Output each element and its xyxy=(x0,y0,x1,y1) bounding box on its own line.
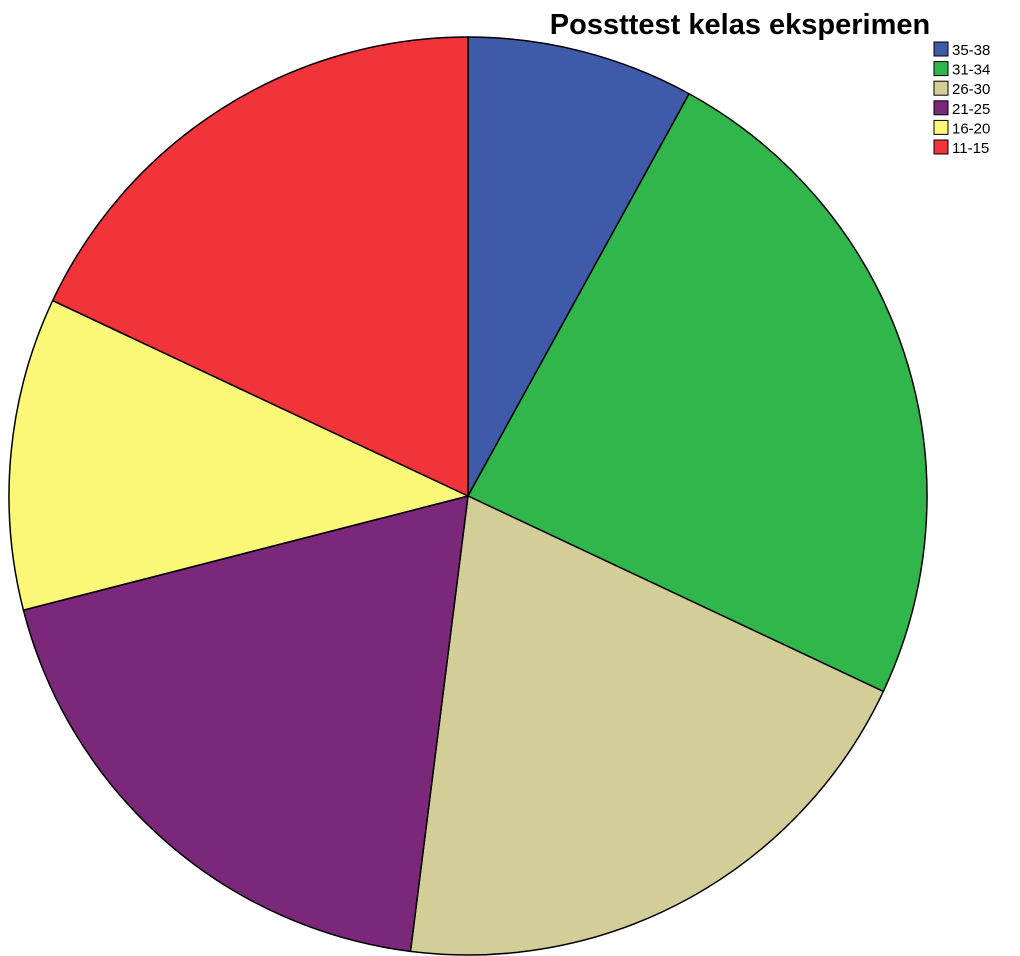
legend-label: 16-20 xyxy=(952,120,990,137)
legend-item-16-20: 16-20 xyxy=(933,119,990,137)
legend-label: 11-15 xyxy=(952,140,989,157)
legend-swatch xyxy=(933,100,949,116)
legend-label: 35-38 xyxy=(952,42,990,59)
legend-label: 26-30 xyxy=(952,81,990,98)
legend-label: 31-34 xyxy=(952,62,990,79)
legend-item-21-25: 21-25 xyxy=(933,100,990,118)
pie-slice-35-38 xyxy=(467,36,690,497)
pie-slice-26-30 xyxy=(409,495,885,956)
pie-slice-16-20 xyxy=(8,299,469,611)
legend-item-35-38: 35-38 xyxy=(933,41,990,59)
chart-title: Possttest kelas eksperimen xyxy=(550,9,930,41)
legend: 35-38 31-34 26-30 21-25 16-20 11-15 xyxy=(933,41,990,157)
pie-slice-31-34 xyxy=(467,93,928,693)
pie-slices xyxy=(8,36,928,956)
legend-item-26-30: 26-30 xyxy=(933,80,990,98)
pie-slice-11-15 xyxy=(51,36,469,497)
pie-slice-21-25 xyxy=(22,495,469,953)
legend-swatch xyxy=(933,80,949,96)
legend-swatch xyxy=(933,119,949,135)
legend-item-11-15: 11-15 xyxy=(933,139,989,157)
legend-item-31-34: 31-34 xyxy=(933,61,990,79)
legend-swatch xyxy=(933,41,949,57)
legend-label: 21-25 xyxy=(952,101,990,118)
legend-swatch xyxy=(933,139,949,155)
legend-swatch xyxy=(933,61,949,77)
